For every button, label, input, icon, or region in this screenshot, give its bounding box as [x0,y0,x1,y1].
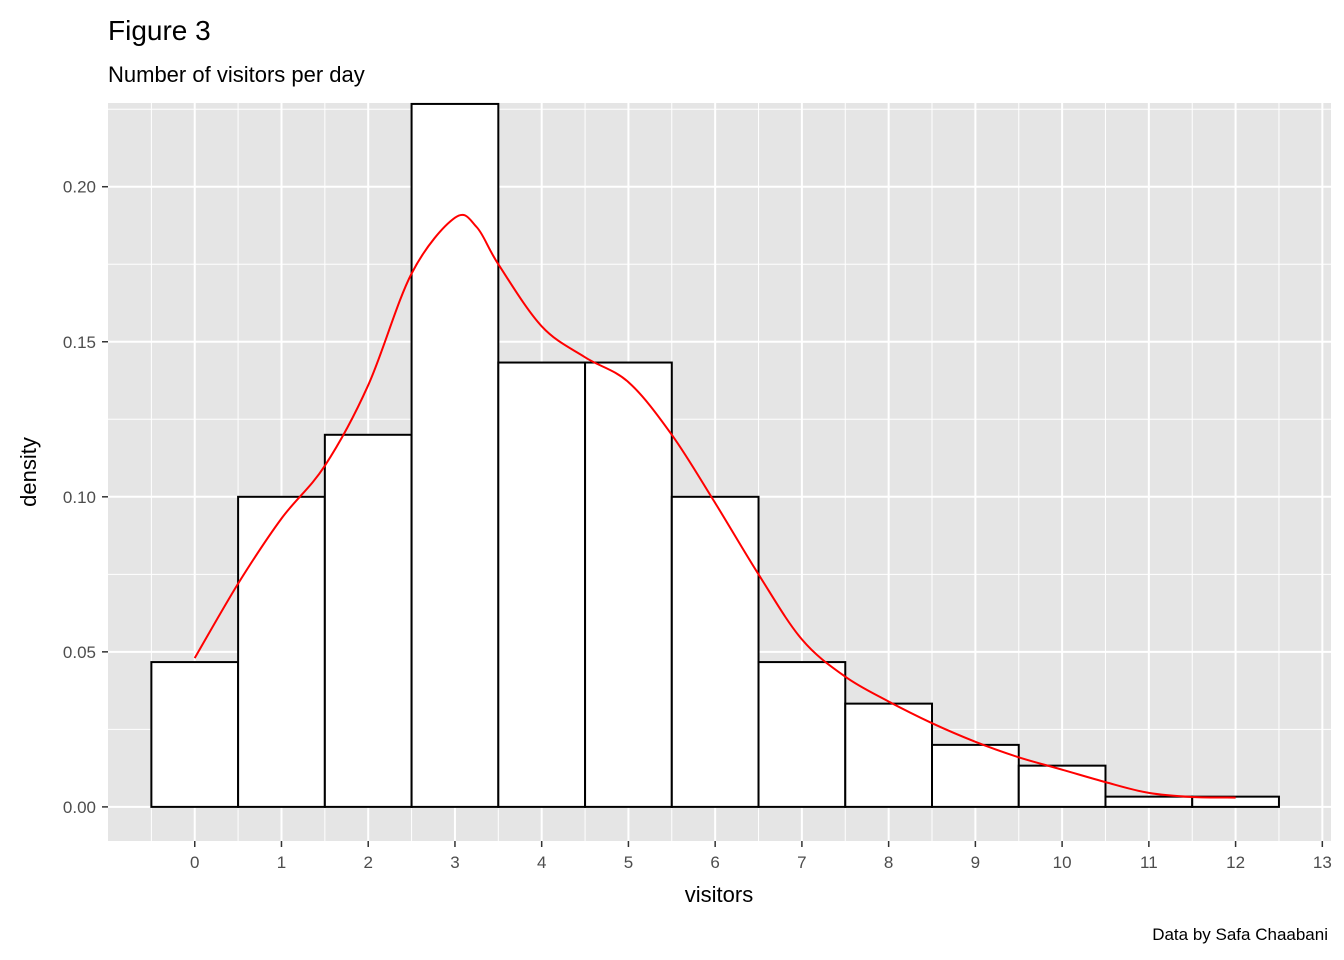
x-tick-label: 4 [537,853,546,872]
y-tick-label: 0.10 [63,488,96,507]
density-curve [193,213,1236,799]
x-tick-label: 11 [1140,853,1158,872]
x-axis-title: visitors [685,882,753,907]
histogram-bar [237,495,326,808]
x-tick-label: 12 [1226,853,1245,872]
histogram-bar [844,702,934,808]
x-tick-label: 2 [363,853,372,872]
histogram-bar [1104,795,1194,808]
x-tick-label: 8 [884,853,893,872]
histogram-bar [150,661,240,808]
x-tick-label: 1 [277,853,286,872]
histogram-bar [497,361,587,808]
x-tick-label: 0 [190,853,199,872]
x-tick-label: 5 [624,853,633,872]
x-tick-label: 6 [710,853,719,872]
x-tick-label: 9 [971,853,980,872]
x-tick-label: 13 [1313,853,1332,872]
histogram-bar [757,661,847,808]
histogram-bar [323,433,413,808]
x-tick-label: 7 [797,853,806,872]
chart-title: Figure 3 [108,15,211,46]
histogram-bar [670,495,760,808]
histogram-bar [931,743,1020,808]
x-axis: 0 1 2 3 4 5 6 7 8 9 10 11 12 13 [190,841,1332,872]
histogram-bars [150,102,1280,808]
histogram-bar [584,361,673,808]
chart-caption: Data by Safa Chaabani [1152,925,1328,944]
y-axis-title: density [16,437,41,507]
histogram-bar [1017,764,1107,808]
y-tick-label: 0.05 [63,643,96,662]
x-tick-label: 3 [450,853,459,872]
histogram-bar [410,102,500,808]
y-axis: 0.00 0.05 0.10 0.15 0.20 [63,178,108,817]
y-tick-label: 0.20 [63,178,96,197]
x-tick-label: 10 [1053,853,1072,872]
y-tick-label: 0.15 [63,333,96,352]
chart-subtitle: Number of visitors per day [108,62,365,87]
y-tick-label: 0.00 [63,798,96,817]
